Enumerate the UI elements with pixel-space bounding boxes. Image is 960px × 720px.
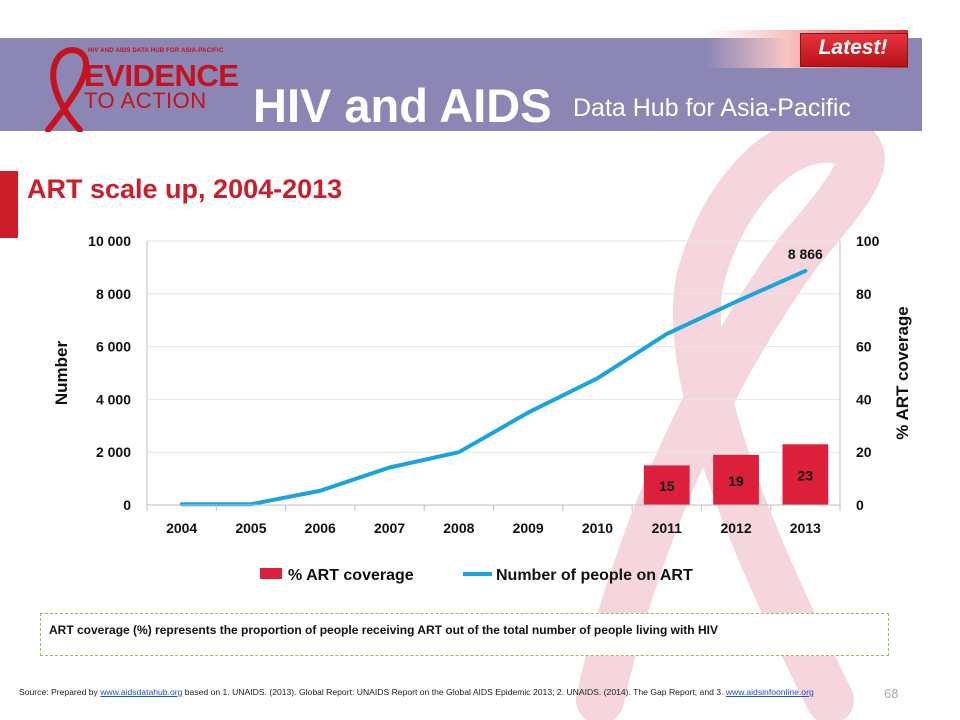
y-tick-label: 2 000 — [96, 444, 131, 460]
source-link-aidsdatahub[interactable]: www.aidsdatahub.org — [100, 687, 183, 697]
axis-layer: 0 0 2 000 20 4 000 40 6 000 60 8 000 80 10 000 100 2… — [52, 233, 912, 536]
grid-layer — [147, 240, 840, 453]
coverage-bar-label: 15 — [659, 478, 675, 494]
coverage-bar-label: 19 — [728, 473, 744, 489]
y-tick-label: 8 000 — [96, 286, 131, 302]
logo-tagline: HIV AND AIDS DATA HUB FOR ASIA-PACIFIC — [88, 48, 224, 54]
line-layer — [179, 268, 808, 507]
title-accent-bar — [0, 171, 18, 238]
y-right-tick-label: 40 — [856, 391, 872, 407]
slide-title: ART scale up, 2004-2013 — [27, 174, 343, 204]
y-right-tick-label: 60 — [856, 339, 872, 355]
people-on-art-label: 8 866 — [788, 246, 823, 262]
note-box — [40, 613, 889, 656]
y-tick-label: 6 000 — [96, 339, 131, 355]
legend-swatch-coverage — [260, 568, 282, 579]
x-tick-label: 2011 — [652, 520, 683, 536]
source-middle: based on 1. UNAIDS. (2013). Global Repor… — [182, 687, 726, 697]
y-tick-label: 0 — [123, 497, 131, 513]
coverage-bar-label: 23 — [798, 468, 814, 484]
y-right-axis-title: % ART coverage — [893, 306, 912, 440]
page-number: 68 — [884, 686, 899, 701]
x-tick-label: 2012 — [720, 520, 751, 536]
logo-to-action: TO ACTION — [84, 88, 207, 113]
x-tick-label: 2008 — [443, 520, 474, 536]
label-layer: 15 19 23 8 866 — [659, 246, 823, 494]
bar-layer — [643, 444, 829, 505]
x-tick-label: 2013 — [790, 520, 821, 536]
coverage-bar — [643, 465, 690, 505]
note-text: ART coverage (%) represents the proporti… — [49, 623, 718, 637]
y-right-tick-label: 0 — [856, 497, 864, 513]
x-tick-label: 2004 — [166, 520, 197, 536]
y-right-tick-label: 20 — [856, 444, 872, 460]
y-tick-label: 4 000 — [96, 391, 131, 407]
y-right-tick-label: 80 — [856, 286, 872, 302]
source-text: Source: Prepared by www.aidsdatahub.org … — [19, 686, 861, 698]
x-tick-label: 2007 — [374, 520, 405, 536]
people-on-art-line — [179, 268, 808, 507]
x-tick-label: 2009 — [513, 520, 544, 536]
hub-subtitle: Data Hub for Asia-Pacific — [573, 94, 851, 122]
legend-label-people: Number of people on ART — [496, 567, 693, 584]
source-link-aidsinfoonline[interactable]: www.aidsinfoonline.org — [725, 687, 814, 697]
y-tick-label: 10 000 — [88, 233, 131, 249]
x-tick-label: 2005 — [235, 520, 266, 536]
legend-label-coverage: % ART coverage — [288, 567, 414, 584]
x-tick-label: 2006 — [305, 520, 336, 536]
coverage-bar — [713, 454, 759, 505]
latest-badge[interactable] — [800, 33, 908, 67]
x-tick-label: 2010 — [582, 520, 613, 536]
y-right-tick-label: 100 — [856, 233, 880, 249]
hub-title: HIV and AIDS — [253, 79, 552, 132]
legend-layer: % ART coverage Number of people on ART — [260, 567, 693, 584]
logo-evidence: EVIDENCE — [84, 58, 239, 93]
coverage-bar — [782, 444, 829, 505]
latest-label[interactable]: Latest! — [818, 36, 888, 59]
red-ribbon-logo-icon — [45, 47, 90, 132]
source-prefix: Source: Prepared by — [19, 687, 101, 697]
y-axis-title: Number — [52, 341, 71, 406]
